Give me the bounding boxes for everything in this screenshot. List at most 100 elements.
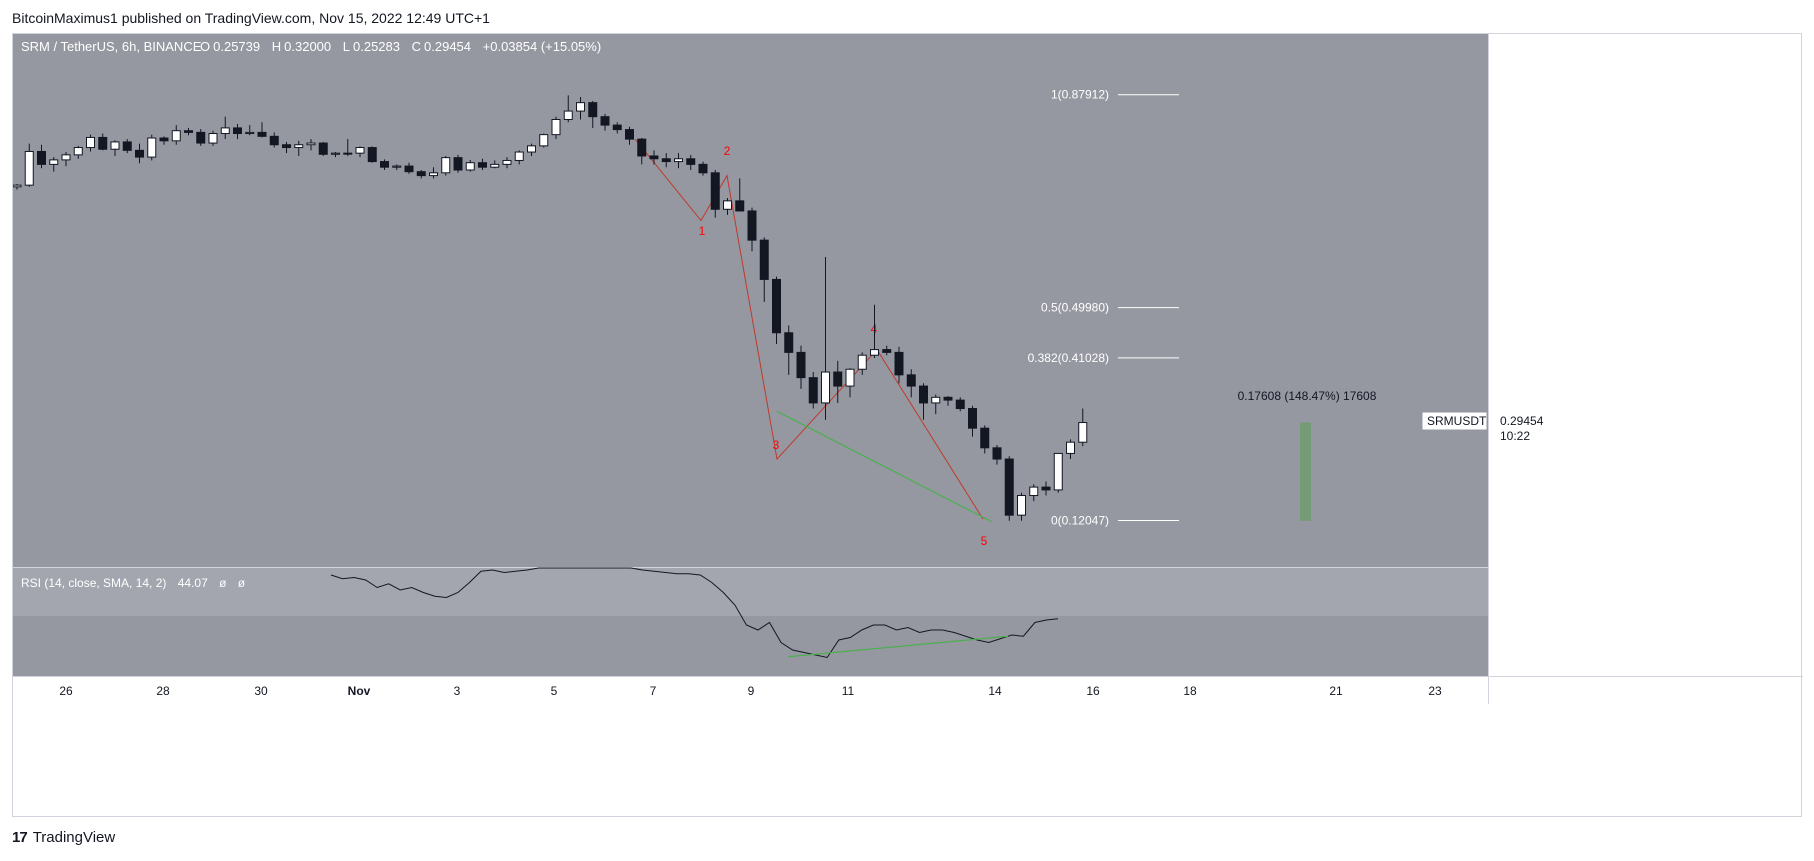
candle-body [233, 127, 242, 135]
candle-body [502, 159, 512, 165]
wave-path [634, 138, 984, 520]
price-tick-label: 0.90000 [1499, 76, 1543, 90]
candle-body [796, 351, 806, 379]
candle-body [637, 138, 647, 157]
time-axis[interactable]: 26 28 30 Nov 3 5 7 9 11 14 16 18 21 23 [59, 684, 1442, 698]
candle-body [269, 135, 279, 146]
candle-body [723, 200, 732, 210]
price-tick-label: 0.40000 [1499, 357, 1543, 371]
candle-body [343, 152, 353, 155]
candle-body [784, 332, 794, 353]
candle-body [821, 371, 830, 404]
candle-body [576, 102, 585, 112]
candle-body [649, 155, 659, 160]
price-tick-label: 0.80000 [1499, 132, 1543, 146]
time-tick-label: 30 [254, 684, 268, 698]
candle-body [13, 184, 22, 188]
fibonacci-retracement[interactable]: 1(0.87912) 0.5(0.49980) 0.382(0.41028) 0(0.… [1028, 88, 1179, 528]
legend-l-label: L [343, 39, 350, 54]
legend-h-value: 0.32000 [284, 39, 331, 54]
wave-label-2: 2 [724, 144, 731, 158]
legend-o-value: 0.25739 [213, 39, 260, 54]
time-tick-label: Nov [348, 684, 371, 698]
candle-body [551, 118, 561, 136]
candle-body [698, 163, 708, 174]
candle-body [1029, 486, 1039, 497]
wave-label-1: 1 [699, 224, 706, 238]
candle-body [686, 158, 696, 165]
legend-ohlc: O 0.25739 H 0.32000 L 0.25283 C 0.29454 +0.0… [200, 39, 601, 54]
candle-body [894, 351, 904, 376]
time-tick-label: 14 [988, 684, 1002, 698]
candle-body [453, 157, 463, 171]
measure-label: 0.17608 (148.47%) 17608 [1238, 389, 1377, 403]
candle-body [808, 377, 818, 404]
candle-body [61, 154, 71, 161]
candle-body [318, 142, 328, 155]
candle-body [539, 134, 549, 147]
price-axis-currency: USDT [1499, 39, 1532, 53]
time-tick-label: 28 [156, 684, 170, 698]
legend-h-label: H [272, 39, 281, 54]
candle-body [833, 371, 843, 387]
candle-body [674, 158, 683, 163]
price-range-measure[interactable]: 0.17608 (148.47%) 17608 [1238, 389, 1377, 521]
candle-body [759, 239, 769, 280]
legend-l-value: 0.25283 [353, 39, 400, 54]
candle-body [1004, 458, 1014, 516]
candle-body [282, 144, 291, 149]
candle-body [404, 165, 414, 173]
candle-body [86, 136, 95, 149]
fib-level-label: 0(0.12047) [1051, 514, 1109, 528]
fib-level-label: 0.382(0.41028) [1028, 351, 1109, 365]
price-pane[interactable] [13, 34, 1488, 567]
candle-body [196, 131, 206, 144]
candle-body [772, 278, 781, 334]
candle-body [490, 163, 500, 168]
candle-body [110, 141, 120, 150]
current-symbol-tag [1421, 411, 1488, 431]
candle-body [514, 151, 524, 161]
candle-body [1053, 452, 1063, 491]
candle-body [367, 147, 377, 163]
rsi-label: RSI (14, close, SMA, 14, 2) 44.07 ø ø [21, 576, 246, 590]
time-tick-label: 18 [1183, 684, 1197, 698]
publish-info: BitcoinMaximus1 published on TradingView… [12, 10, 490, 26]
rsi-value: 44.07 [178, 576, 208, 590]
legend-c-label: C [412, 39, 421, 54]
footer: 17 TradingView [12, 829, 115, 846]
current-price-tag [1489, 412, 1551, 446]
rsi-indicator[interactable]: 40.00 20.00 [330, 567, 1529, 659]
time-tick-label: 3 [454, 684, 461, 698]
candle-body [37, 150, 46, 165]
time-tick-label: 26 [59, 684, 73, 698]
candle-body [331, 152, 340, 155]
candle-body [992, 447, 1002, 460]
bullish-divergence[interactable] [776, 410, 993, 523]
candle-body [478, 162, 487, 168]
price-tick-label: 0.10000 [1499, 525, 1543, 539]
candle-body [1066, 441, 1075, 454]
rsi-extra-1: ø [219, 576, 227, 590]
candle-body [49, 159, 59, 165]
legend-symbol: SRM / TetherUS, 6h, BINANCE [21, 39, 202, 54]
rsi-extra-2: ø [238, 576, 246, 590]
candle-body [943, 396, 953, 401]
candle-body [747, 210, 757, 241]
measure-bar [1300, 422, 1311, 521]
candlestick-series[interactable] [13, 95, 1088, 521]
candle-body [710, 172, 720, 210]
tradingview-logo[interactable]: 17 [12, 829, 28, 846]
chart-svg[interactable]: SRM / TetherUS, 6h, BINANCE O 0.25739 H 0.… [13, 34, 1803, 818]
candle-body [171, 130, 181, 142]
candle-body [294, 144, 304, 149]
candle-body [355, 147, 365, 154]
candle-body [931, 396, 941, 404]
candle-body [955, 399, 965, 410]
time-tick-label: 7 [650, 684, 657, 698]
chart-frame[interactable]: SRM / TetherUS, 6h, BINANCE O 0.25739 H 0.… [12, 33, 1803, 818]
legend-change: +0.03854 (+15.05%) [483, 39, 602, 54]
candle-body [527, 145, 536, 153]
candle-body [600, 116, 610, 126]
wave-label-3: 3 [773, 438, 780, 452]
